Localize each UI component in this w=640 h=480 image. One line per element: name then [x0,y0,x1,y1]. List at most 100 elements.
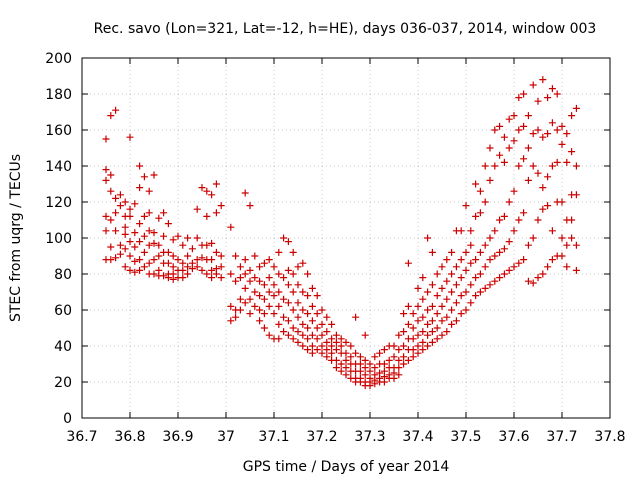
data-point [548,162,556,170]
data-point [515,126,523,134]
data-point [145,227,153,235]
data-point [544,173,552,181]
data-point [366,382,374,390]
data-point [419,313,427,321]
data-point [251,288,259,296]
data-point [452,263,460,271]
data-point [193,256,201,264]
data-point [472,180,480,188]
data-point [246,202,254,210]
data-point [236,295,244,303]
data-point [208,256,216,264]
data-point [409,335,417,343]
data-point [227,270,235,278]
data-point [102,166,110,174]
data-point [164,220,172,228]
data-point [304,335,312,343]
data-point [102,212,110,220]
data-point [328,349,336,357]
data-point [476,209,484,217]
data-point [395,346,403,354]
data-point [505,144,513,152]
data-point [491,252,499,260]
data-point [361,331,369,339]
data-point [342,371,350,379]
data-point [299,320,307,328]
data-point [126,212,134,220]
data-point [107,256,115,264]
data-point [563,158,571,166]
data-point [553,126,561,134]
data-point [140,263,148,271]
data-point [505,266,513,274]
data-point [352,349,360,357]
data-point [241,256,249,264]
data-point [121,245,129,253]
data-point [486,176,494,184]
data-point [572,241,580,249]
data-point [395,371,403,379]
data-point [289,306,297,314]
data-point [371,364,379,372]
data-point [313,346,321,354]
data-point [510,263,518,271]
data-point [534,216,542,224]
data-point [520,90,528,98]
grid-lines [82,58,610,418]
data-point [107,187,115,195]
data-point [116,250,124,258]
data-point [198,254,206,262]
data-point [184,263,192,271]
data-point [328,342,336,350]
data-point [371,353,379,361]
data-point [457,227,465,235]
data-point [428,338,436,346]
data-point [457,256,465,264]
data-point [289,248,297,256]
data-point [342,356,350,364]
data-point [121,263,129,271]
data-point [193,205,201,213]
data-point [241,270,249,278]
data-point [164,274,172,282]
data-point [500,212,508,220]
data-point [361,371,369,379]
data-point [169,275,177,283]
data-point [256,263,264,271]
data-point [395,364,403,372]
data-point [136,238,144,246]
data-point [313,324,321,332]
data-point [236,263,244,271]
data-point [539,133,547,141]
data-point [256,306,264,314]
data-point [356,367,364,375]
data-point [169,263,177,271]
data-point [260,281,268,289]
data-point [515,162,523,170]
data-point [409,324,417,332]
data-point [188,245,196,253]
data-point [505,115,513,123]
data-point [548,85,556,93]
data-point [208,274,216,282]
x-axis-label: GPS time / Days of year 2014 [243,459,450,475]
data-point [515,216,523,224]
data-point [112,194,120,202]
data-point [294,299,302,307]
data-point [217,252,225,260]
data-point [428,328,436,336]
data-point [332,338,340,346]
data-point [280,295,288,303]
data-point [150,256,158,264]
data-point [491,277,499,285]
data-point [131,257,139,265]
data-point [443,313,451,321]
data-point [107,171,115,179]
data-point [419,338,427,346]
x-tick-label: 37.5 [450,429,481,445]
data-point [347,353,355,361]
data-point [472,256,480,264]
x-tick-label: 37.6 [498,429,529,445]
data-point [212,180,220,188]
data-point [284,266,292,274]
